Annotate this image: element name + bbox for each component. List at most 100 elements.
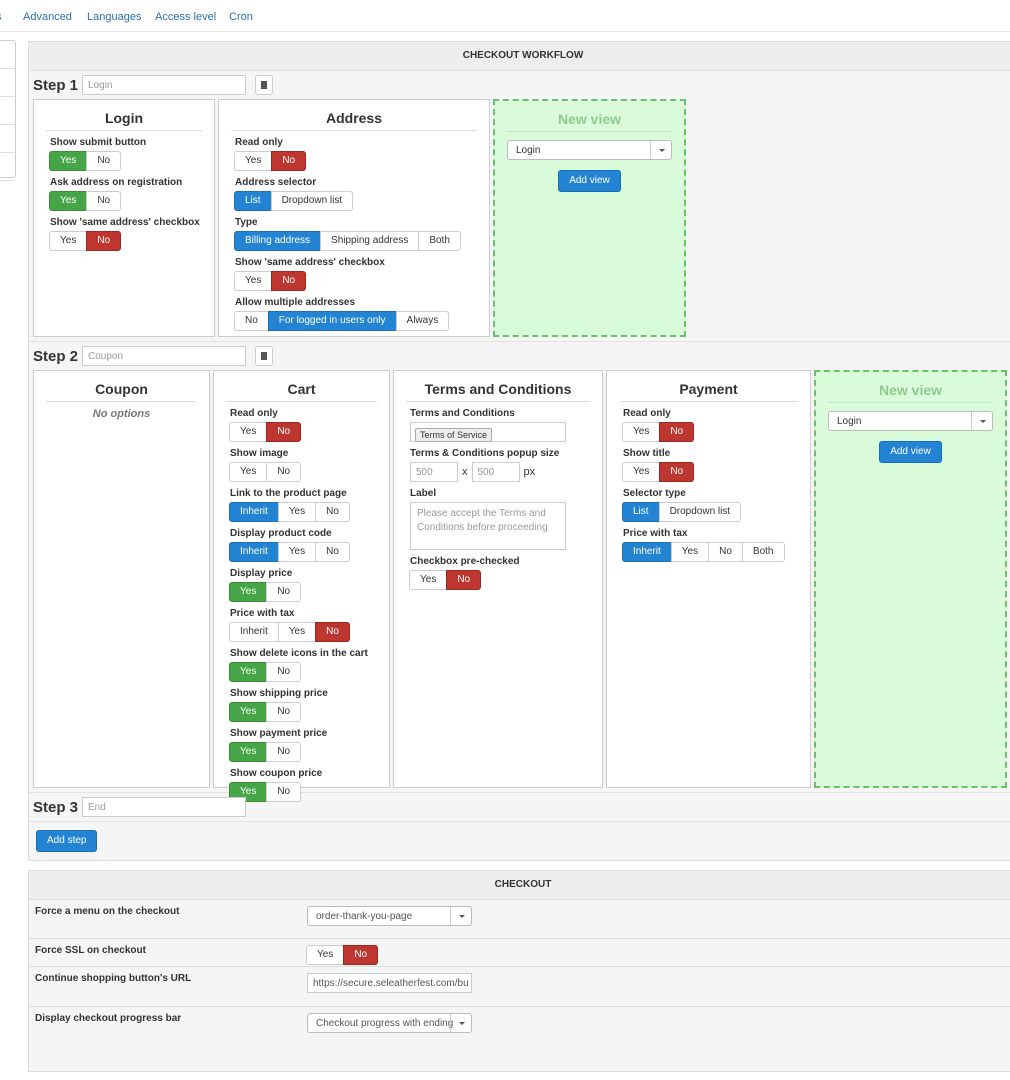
- toggle-button[interactable]: Yes: [622, 462, 661, 482]
- toggle-button[interactable]: For logged in users only: [267, 311, 397, 331]
- add-step-row: Add step: [29, 821, 1010, 860]
- view-select[interactable]: Login: [507, 140, 672, 160]
- toggle-button[interactable]: Yes: [622, 422, 661, 442]
- new-view-panel: New view Login Add view: [814, 370, 1007, 788]
- view-panel: Payment Read only Yes No Show title Yes No Sele…: [606, 370, 811, 788]
- toggle-button[interactable]: Yes: [234, 151, 273, 171]
- toggle-button[interactable]: Yes: [229, 702, 268, 722]
- toggle-button[interactable]: No: [343, 945, 379, 965]
- toggle-button[interactable]: Inherit: [229, 542, 279, 562]
- nav-link[interactable]: s: [0, 11, 2, 23]
- toggle-button[interactable]: Shipping address: [320, 231, 420, 251]
- button-group: Inherit Yes No: [229, 622, 350, 642]
- setting-label: Continue shopping button's URL: [35, 973, 192, 984]
- toggle-button[interactable]: Dropdown list: [658, 502, 742, 522]
- option-label: Selector type: [623, 488, 686, 499]
- toggle-button[interactable]: No: [315, 542, 350, 562]
- height-input: 500: [471, 462, 520, 482]
- step-name-input: Login: [82, 75, 247, 95]
- toggle-button[interactable]: Yes: [229, 462, 268, 482]
- add-step-button[interactable]: Add step: [36, 830, 98, 852]
- toggle-button[interactable]: No: [446, 570, 482, 590]
- toggle-button[interactable]: Both: [741, 542, 785, 562]
- view-title: Coupon: [46, 381, 197, 402]
- button-group: Yes No: [234, 271, 307, 291]
- button-group: Inherit Yes No: [229, 542, 350, 562]
- toggle-button[interactable]: Yes: [49, 151, 88, 171]
- option-label: Show shipping price: [230, 688, 328, 699]
- toggle-button[interactable]: Inherit: [229, 622, 279, 642]
- toggle-button[interactable]: Yes: [409, 570, 448, 590]
- setting-row: Continue shopping button's URL https://se…: [29, 966, 1010, 1006]
- toggle-button[interactable]: No: [86, 191, 122, 211]
- toggle-button[interactable]: Yes: [229, 582, 268, 602]
- setting-select[interactable]: order-thank-you-page: [307, 906, 472, 926]
- toggle-button[interactable]: No: [708, 542, 743, 562]
- toggle-button[interactable]: No: [266, 662, 302, 682]
- toggle-button[interactable]: Yes: [234, 271, 273, 291]
- toggle-button[interactable]: No: [271, 151, 307, 171]
- toggle-button[interactable]: Yes: [49, 191, 88, 211]
- toggle-button[interactable]: Yes: [306, 945, 345, 965]
- new-view-title: New view: [507, 111, 672, 132]
- toggle-button[interactable]: No: [315, 622, 350, 642]
- nav-link[interactable]: Access level: [155, 11, 217, 23]
- toggle-button[interactable]: No: [266, 742, 302, 762]
- option-label: Display product code: [230, 528, 332, 539]
- toggle-button[interactable]: Yes: [229, 662, 268, 682]
- option-label: Link to the product page: [230, 488, 347, 499]
- option-label: Checkbox pre-checked: [410, 556, 520, 567]
- setting-input[interactable]: https://secure.seleatherfest.com/bu: [307, 973, 472, 993]
- toggle-button[interactable]: Yes: [49, 231, 88, 251]
- nav-link[interactable]: Advanced: [23, 11, 72, 23]
- toggle-button[interactable]: Yes: [277, 622, 317, 642]
- button-group: Inherit Yes No: [229, 502, 350, 522]
- toggle-button[interactable]: Yes: [277, 542, 317, 562]
- toggle-button[interactable]: No: [271, 271, 307, 291]
- toggle-button[interactable]: No: [266, 782, 302, 802]
- option-label: Terms & Conditions popup size: [410, 448, 560, 459]
- toggle-button[interactable]: No: [266, 422, 302, 442]
- step-name-input: Coupon: [82, 346, 247, 366]
- option-label: Show delete icons in the cart: [230, 648, 368, 659]
- toggle-button[interactable]: Yes: [670, 542, 710, 562]
- toggle-button[interactable]: Billing address: [234, 231, 322, 251]
- step-name-input: End: [82, 797, 247, 817]
- setting-label: Display checkout progress bar: [35, 1013, 182, 1024]
- add-view-button[interactable]: Add view: [558, 170, 621, 192]
- toggle-button[interactable]: Both: [418, 231, 461, 251]
- toggle-button[interactable]: Always: [395, 311, 450, 331]
- toggle-button[interactable]: List: [234, 191, 272, 211]
- option-label: Show payment price: [230, 728, 328, 739]
- step-label: Step 1: [33, 76, 79, 94]
- toggle-button[interactable]: No: [315, 502, 350, 522]
- workflow-section: CHECKOUT WORKFLOW Step 1 Login Login Show su…: [28, 41, 1010, 861]
- toggle-button[interactable]: Inherit: [622, 542, 672, 562]
- add-view-wrap: Add view: [828, 441, 993, 463]
- option-label: Price with tax: [230, 608, 295, 619]
- toggle-button[interactable]: No: [266, 462, 302, 482]
- toggle-button[interactable]: Yes: [229, 742, 268, 762]
- toggle-button[interactable]: No: [86, 231, 122, 251]
- view-select[interactable]: Login: [828, 411, 993, 431]
- toggle-button[interactable]: Inherit: [229, 502, 279, 522]
- toggle-button[interactable]: No: [659, 462, 695, 482]
- nav-link[interactable]: Languages: [87, 11, 142, 23]
- option-label: Ask address on registration: [50, 177, 183, 188]
- toggle-button[interactable]: Yes: [277, 502, 317, 522]
- option-label: Label: [410, 488, 437, 499]
- toggle-button[interactable]: List: [622, 502, 660, 522]
- add-view-button[interactable]: Add view: [879, 441, 942, 463]
- delete-step[interactable]: [255, 75, 274, 95]
- toggle-button[interactable]: No: [86, 151, 122, 171]
- toggle-button[interactable]: No: [234, 311, 269, 331]
- toggle-button[interactable]: Yes: [229, 422, 268, 442]
- setting-select[interactable]: Checkout progress with ending: [307, 1013, 472, 1033]
- nav-link[interactable]: Cron: [229, 11, 253, 23]
- toggle-button[interactable]: No: [659, 422, 695, 442]
- toggle-button[interactable]: Dropdown list: [270, 191, 354, 211]
- delete-step[interactable]: [255, 346, 274, 366]
- toggle-button[interactable]: No: [266, 702, 302, 722]
- option-label: Show 'same address' checkbox: [50, 217, 200, 228]
- toggle-button[interactable]: No: [266, 582, 302, 602]
